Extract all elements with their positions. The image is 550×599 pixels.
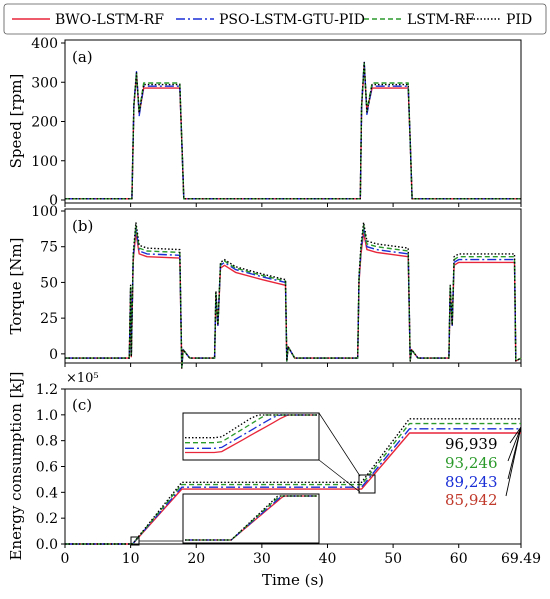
inset-upper-series (185, 414, 317, 454)
y-tick-label: 100 (31, 154, 58, 170)
panel-c-series (65, 418, 521, 545)
x-tick-label: 30 (253, 551, 271, 567)
panel-a-yticks: 0 100 200 300 400 (31, 36, 522, 209)
y-tick-label: 0.0 (36, 537, 58, 553)
series-line-pid (65, 61, 521, 200)
final-value-annotations: 96,939 93,246 89,243 85,942 (445, 426, 522, 509)
legend-label-lstm-rf: LSTM-RF (407, 12, 475, 28)
inset-upper-line-pso-lstm-gtu-pid (185, 414, 317, 449)
x-tick-label: 10 (122, 551, 140, 567)
series-line-pid (65, 221, 522, 369)
annotation-pso-value: 89,243 (445, 473, 498, 491)
x-tick-label: 60 (450, 551, 468, 567)
annotation-arrow (505, 426, 522, 497)
panel-c-label: (c) (72, 396, 92, 414)
y-tick-label: 300 (31, 75, 58, 91)
panel-c-xticks: 0 10 20 30 40 50 60 69.49 (61, 544, 541, 567)
panel-b: (b) Torque [Nm] 0 25 50 75 100 (7, 204, 522, 369)
annotation-lstm-rf-value: 93,246 (445, 454, 498, 472)
legend: BWO-LSTM-RF PSO-LSTM-GTU-PID LSTM-RF PID (3, 3, 547, 35)
zoom-connector (318, 412, 361, 477)
y-tick-label: 0.8 (36, 434, 58, 450)
inset-upper-line-pid (185, 414, 317, 439)
x-tick-label: 20 (187, 551, 205, 567)
panel-b-ylabel: Torque [Nm] (7, 237, 25, 334)
y-tick-label: 0.2 (36, 511, 58, 527)
panel-b-frame (64, 208, 522, 364)
y-tick-label: 75 (40, 240, 58, 256)
zoom-target-box-2 (358, 474, 376, 494)
x-tick-label: 69.49 (501, 551, 541, 567)
panel-b-label: (b) (72, 217, 93, 235)
y-tick-label: 0.4 (36, 485, 58, 501)
y-tick-label: 0 (49, 347, 58, 363)
panel-a-label: (a) (72, 48, 93, 66)
y-tick-label: 1.0 (36, 408, 58, 424)
legend-frame (3, 3, 547, 35)
panel-c-ylabel: Energy consumption [kJ] (7, 372, 25, 561)
y-tick-label: 1.2 (36, 382, 58, 398)
x-tick-label: 40 (319, 551, 337, 567)
legend-label-pso-lstm-gtu-pid: PSO-LSTM-GTU-PID (219, 12, 365, 28)
inset-lower-series (185, 495, 317, 541)
panel-a: (a) Speed [rpm] 0 100 200 300 400 (7, 36, 522, 209)
y-tick-label: 400 (31, 36, 58, 52)
inset-lower-line-pid (185, 495, 317, 541)
legend-label-pid: PID (506, 12, 532, 28)
inset-lower-line-lstm-rf (185, 495, 317, 541)
y-tick-label: 50 (40, 275, 58, 291)
y-tick-label: 100 (31, 204, 58, 220)
y-tick-label: 200 (31, 115, 58, 131)
panel-c-yticks: 0.0 0.2 0.4 0.6 0.8 1.0 1.2 (36, 382, 65, 553)
panel-b-yticks: 0 25 50 75 100 (31, 204, 522, 367)
panel-c-xlabel: Time (s) (262, 571, 324, 589)
series-line-pid (65, 418, 521, 545)
panel-c-scale-label: ×10⁵ (66, 371, 99, 386)
y-tick-label: 25 (40, 311, 58, 327)
legend-label-bwo-lstm-rf: BWO-LSTM-RF (55, 12, 164, 28)
y-tick-label: 0 (49, 193, 58, 209)
y-tick-label: 0.6 (36, 460, 58, 476)
panel-c: ×10⁵ (c) Energy consumption [kJ] 0.00.20… (7, 371, 541, 589)
panel-b-series (65, 221, 522, 369)
panel-a-series (65, 60, 521, 200)
annotation-arrow (509, 426, 522, 444)
x-tick-label: 50 (384, 551, 402, 567)
annotation-bwo-value: 85,942 (445, 491, 498, 509)
x-tick-label: 0 (61, 551, 70, 567)
annotation-arrow (507, 426, 522, 462)
zoom-connector (318, 459, 361, 493)
annotation-pid-value: 96,939 (445, 435, 498, 453)
panel-a-ylabel: Speed [rpm] (7, 74, 25, 169)
inset-lower (182, 493, 320, 544)
